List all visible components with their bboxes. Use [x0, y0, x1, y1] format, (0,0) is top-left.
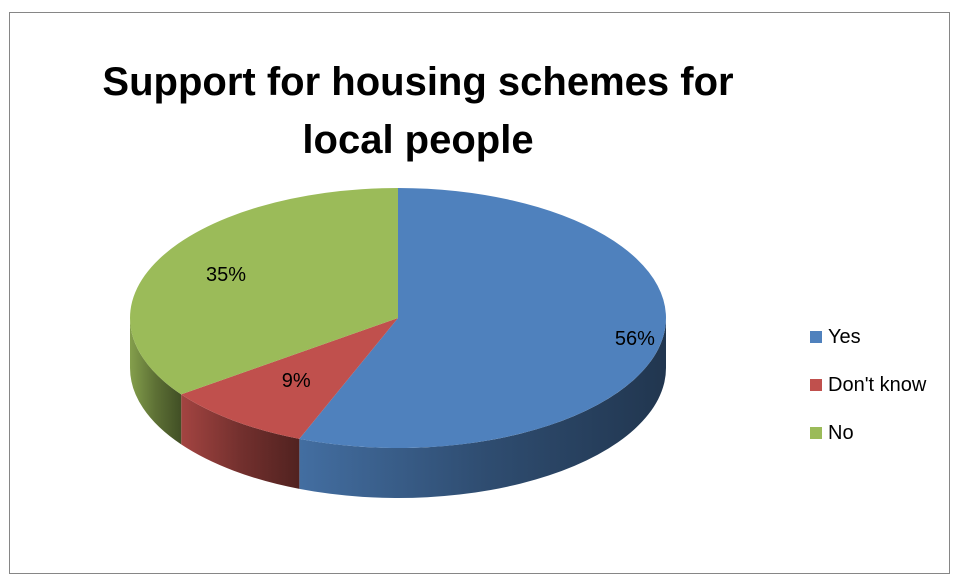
data-label-no: 35%: [206, 264, 246, 286]
legend-swatch-dont-know: [810, 379, 822, 391]
legend-label-no: No: [828, 421, 854, 444]
chart-title-line-1: Support for housing schemes for: [102, 60, 734, 104]
pie-side-yes: [299, 318, 666, 498]
data-label-dont-know: 9%: [282, 370, 311, 392]
legend: Yes Don't know No: [810, 313, 926, 457]
pie-slice-no: [130, 188, 398, 395]
legend-swatch-no: [810, 427, 822, 439]
data-label-yes: 56%: [615, 328, 655, 350]
pie-slice-yes: [299, 188, 666, 448]
pie-side-dont-know: [181, 394, 300, 489]
legend-label-yes: Yes: [828, 325, 861, 348]
pie-side-no: [130, 318, 182, 445]
pie-chart: 56% 9% 35%: [130, 188, 666, 498]
legend-item-no: No: [810, 409, 926, 457]
legend-swatch-yes: [810, 331, 822, 343]
legend-item-dont-know: Don't know: [810, 361, 926, 409]
legend-label-dont-know: Don't know: [828, 373, 927, 396]
chart-title-line-2: local people: [302, 118, 534, 162]
pie-slice-dont-know: [181, 318, 398, 439]
legend-item-yes: Yes: [810, 313, 926, 361]
chart-frame: Support for housing schemes for local pe…: [9, 12, 950, 574]
chart-title: Support for housing schemes for local pe…: [10, 53, 826, 169]
